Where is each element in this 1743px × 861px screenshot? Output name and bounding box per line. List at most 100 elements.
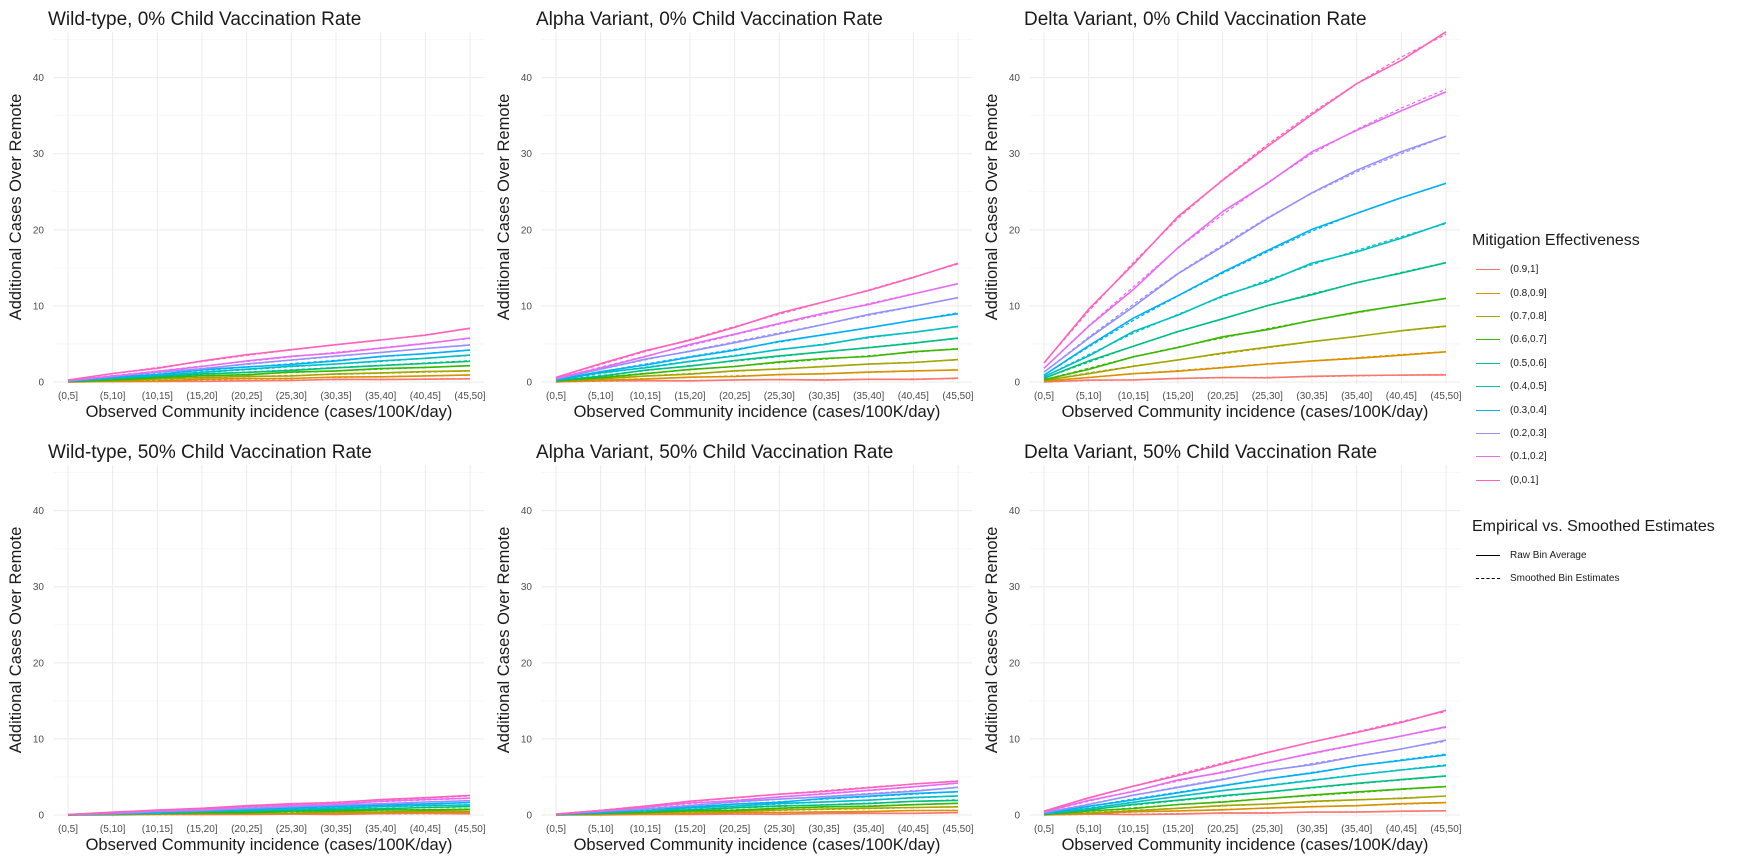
x-tick-label: (5,10] <box>100 391 126 402</box>
x-tick-label: (0,5] <box>58 824 78 835</box>
y-tick-label: 0 <box>1014 811 1020 822</box>
series-line-smoothed-0-5-0-6 <box>1043 261 1447 379</box>
series-line-raw-0-0-1 <box>1043 709 1447 812</box>
series-line-raw-0-5-0-6 <box>1043 261 1447 379</box>
legend-swatch <box>1476 292 1500 294</box>
y-tick-label: 20 <box>521 225 533 236</box>
y-tick-label: 10 <box>33 734 45 745</box>
x-tick-label: (5,10] <box>100 824 126 835</box>
series-line-smoothed-0-2-0-3 <box>1043 135 1447 373</box>
x-tick-label: (30,35] <box>1296 824 1327 835</box>
y-axis-title: Additional Cases Over Remote <box>495 94 513 321</box>
series-line-smoothed-0-8-0-9 <box>555 369 959 383</box>
series-line-smoothed-0-0-1 <box>1043 33 1447 364</box>
panel-1: 0 10 20 30 40 (0,5] (5,10] (10,15] (15,20] (20,25… <box>7 9 486 421</box>
series-line-smoothed-0-3-0-4 <box>555 312 959 381</box>
y-tick-label: 0 <box>38 811 44 822</box>
x-tick-label: (15,20] <box>674 824 705 835</box>
x-tick-label: (35,40] <box>1341 824 1372 835</box>
x-tick-label: (10,15] <box>1118 824 1149 835</box>
legend-swatch <box>1476 456 1500 458</box>
x-tick-label: (5,10] <box>1076 824 1102 835</box>
legend-item-0-6-0-7: (0.6,0.7] <box>1472 328 1742 351</box>
y-tick-label: 40 <box>1009 506 1021 517</box>
series-line-smoothed-0-4-0-5 <box>555 325 959 381</box>
legend-mitigation-title: Mitigation Effectiveness <box>1472 232 1640 249</box>
legend: Mitigation Effectiveness (0.9,1] (0.8,0.9… <box>1472 232 1742 591</box>
x-tick-label: (45,50] <box>942 391 973 402</box>
legend-swatch <box>1476 386 1500 388</box>
series-line-smoothed-0-4-0-5 <box>1043 764 1447 815</box>
y-axis-title: Additional Cases Over Remote <box>7 527 25 754</box>
x-tick-label: (30,35] <box>320 824 351 835</box>
series-line-smoothed-0-6-0-7 <box>555 802 959 816</box>
y-tick-label: 40 <box>521 73 533 84</box>
legend-item-0-5-0-6: (0.5,0.6] <box>1472 352 1742 375</box>
y-tick-label: 30 <box>33 149 45 160</box>
legend-item-0-8-0-9: (0.8,0.9] <box>1472 281 1742 304</box>
series-line-smoothed-0-6-0-7 <box>1043 785 1447 815</box>
y-tick-label: 10 <box>33 301 45 312</box>
series-line-smoothed-0-3-0-4 <box>67 349 471 382</box>
x-tick-label: (35,40] <box>365 391 396 402</box>
x-tick-label: (40,45] <box>410 824 441 835</box>
x-tick-label: (40,45] <box>898 391 929 402</box>
x-tick-label: (25,30] <box>1252 391 1283 402</box>
series-line-smoothed-0-1-0-2 <box>555 283 959 379</box>
series-line-smoothed-0-2-0-3 <box>555 296 959 380</box>
x-tick-label: (5,10] <box>588 824 614 835</box>
legend-label: (0.6,0.7] <box>1510 334 1547 346</box>
legend-label: (0.7,0.8] <box>1510 310 1547 322</box>
legend-item-0-2-0-3: (0.2,0.3] <box>1472 422 1742 445</box>
y-tick-label: 0 <box>526 378 532 389</box>
series-line-smoothed-0-5-0-6 <box>1043 775 1447 815</box>
x-tick-label: (20,25] <box>231 391 262 402</box>
legend-item-0-1-0-2: (0.1,0.2] <box>1472 445 1742 468</box>
legend-item-0-0-1: (0,0.1] <box>1472 469 1742 492</box>
series-line-smoothed-0-7-0-8 <box>555 359 959 382</box>
x-tick-label: (45,50] <box>454 391 485 402</box>
x-tick-label: (45,50] <box>1430 391 1461 402</box>
series-line-smoothed-0-0-1 <box>67 328 471 381</box>
x-tick-label: (35,40] <box>853 391 884 402</box>
panel-title: Alpha Variant, 0% Child Vaccination Rate <box>536 9 883 30</box>
y-tick-label: 30 <box>33 582 45 593</box>
series-line-smoothed-0-1-0-2 <box>67 338 471 382</box>
y-tick-label: 10 <box>521 734 533 745</box>
series-line-smoothed-0-1-0-2 <box>1043 88 1447 369</box>
y-axis-title: Additional Cases Over Remote <box>983 94 1001 321</box>
legend-linestyle-solid <box>1476 555 1500 557</box>
x-tick-label: (35,40] <box>853 824 884 835</box>
legend-item-0-4-0-5: (0.4,0.5] <box>1472 375 1742 398</box>
legend-label: (0.1,0.2] <box>1510 451 1547 463</box>
series-line-raw-0-3-0-4 <box>1043 182 1447 376</box>
panel-title: Delta Variant, 50% Child Vaccination Rat… <box>1024 442 1377 463</box>
x-tick-label: (40,45] <box>1386 824 1417 835</box>
legend-swatch <box>1476 432 1500 434</box>
x-tick-label: (5,10] <box>588 391 614 402</box>
panel-3: 0 10 20 30 40 (0,5] (5,10] (10,15] (15,20] (20,25… <box>983 9 1462 421</box>
y-axis-title: Additional Cases Over Remote <box>983 527 1001 754</box>
series-line-smoothed-0-3-0-4 <box>1043 753 1447 814</box>
x-axis-title: Observed Community incidence (cases/100K… <box>574 403 941 421</box>
x-tick-label: (30,35] <box>320 391 351 402</box>
x-tick-label: (0,5] <box>58 391 78 402</box>
x-tick-label: (45,50] <box>454 824 485 835</box>
legend-swatch <box>1476 339 1500 341</box>
panel-title: Delta Variant, 0% Child Vaccination Rate <box>1024 9 1367 30</box>
x-tick-label: (0,5] <box>1034 391 1054 402</box>
y-tick-label: 10 <box>1009 734 1021 745</box>
x-tick-label: (35,40] <box>1341 391 1372 402</box>
legend-swatch <box>1476 479 1500 481</box>
x-tick-label: (35,40] <box>365 824 396 835</box>
series-line-raw-0-0-1 <box>555 262 959 379</box>
x-tick-label: (20,25] <box>231 824 262 835</box>
y-tick-label: 10 <box>521 301 533 312</box>
series-line-smoothed-0-2-0-3 <box>1043 740 1447 814</box>
legend-label: Smoothed Bin Estimates <box>1510 573 1620 585</box>
legend-estimates: Empirical vs. Smoothed Estimates Raw Bin… <box>1472 518 1742 591</box>
y-tick-label: 40 <box>1009 73 1021 84</box>
legend-item-0-7-0-8: (0.7,0.8] <box>1472 305 1742 328</box>
x-axis-title: Observed Community incidence (cases/100K… <box>574 836 941 854</box>
legend-label: (0.4,0.5] <box>1510 381 1547 393</box>
